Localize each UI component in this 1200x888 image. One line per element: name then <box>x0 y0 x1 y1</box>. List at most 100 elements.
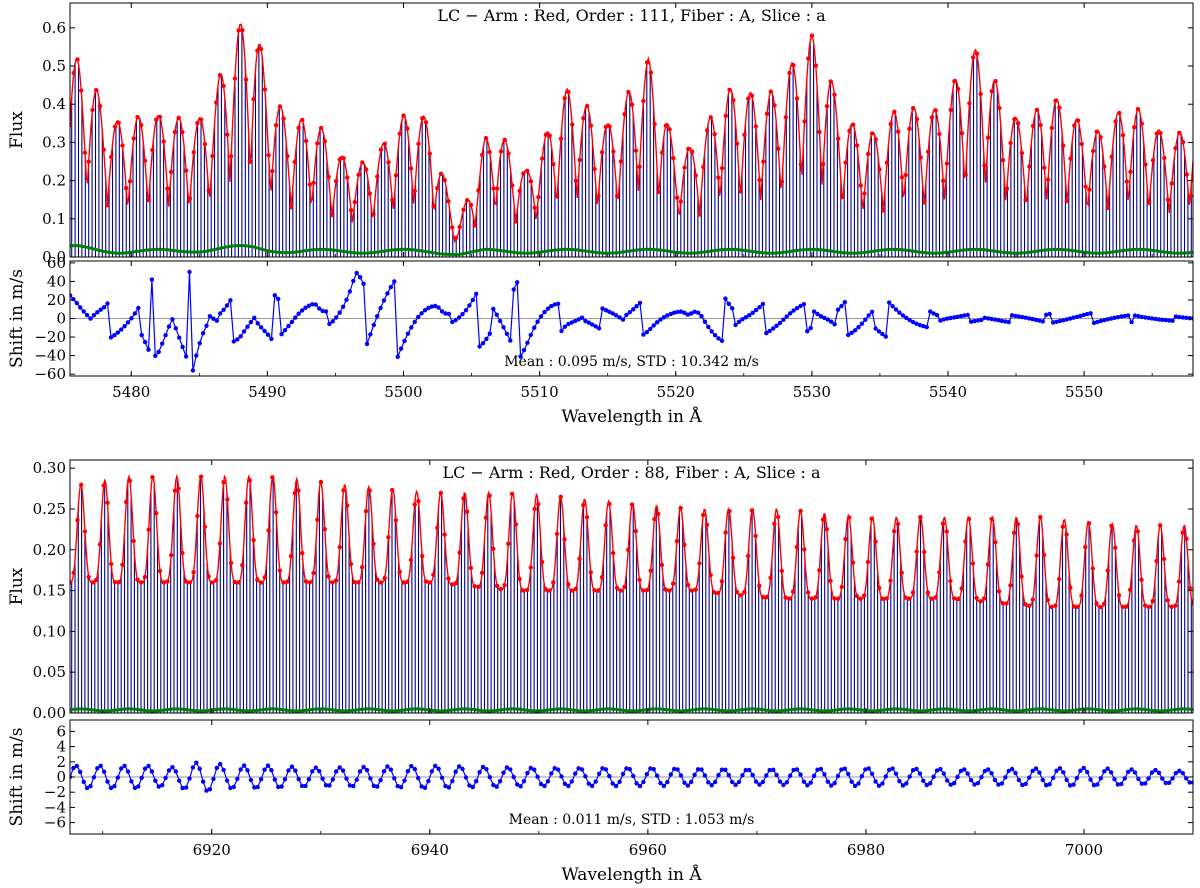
shift-point <box>805 329 810 334</box>
shift-point <box>532 325 537 330</box>
shift-point <box>846 771 851 777</box>
shift-point <box>866 313 871 318</box>
shift-point <box>1180 771 1186 776</box>
shift-point <box>562 324 568 329</box>
shift-point <box>661 315 667 320</box>
shift-point <box>504 765 510 770</box>
envelope-point <box>311 180 316 185</box>
envelope-point <box>506 541 511 546</box>
shift-point <box>811 773 817 778</box>
envelope-point <box>258 580 264 585</box>
envelope-point <box>1090 566 1096 571</box>
shift-point <box>1146 315 1151 321</box>
envelope-point <box>266 528 271 533</box>
shift-point <box>856 781 861 786</box>
envelope-point <box>1188 586 1193 591</box>
shift-point <box>385 764 390 769</box>
shift-point <box>600 306 605 311</box>
envelope-point <box>70 580 73 585</box>
shift-point <box>948 315 953 321</box>
x-axis-label: Wavelength in Å <box>561 406 702 427</box>
envelope-point <box>1083 184 1088 189</box>
envelope-point <box>139 580 144 585</box>
envelope-point <box>772 521 777 526</box>
envelope-point <box>423 120 429 125</box>
shift-point <box>105 779 110 784</box>
envelope-point <box>929 115 935 120</box>
envelope-point <box>701 164 706 170</box>
envelope-point <box>562 96 567 101</box>
shift-point <box>1112 777 1117 782</box>
envelope-point <box>607 124 612 129</box>
envelope-point <box>183 579 189 584</box>
shift-point <box>695 310 701 315</box>
shift-point <box>1105 317 1110 322</box>
shift-point <box>1102 317 1107 323</box>
shift-point <box>815 311 820 317</box>
envelope-point <box>1056 576 1062 582</box>
x-tick-label: 5540 <box>929 383 967 401</box>
shift-point <box>842 300 847 305</box>
envelope-point <box>393 518 399 523</box>
envelope-point <box>824 526 829 532</box>
envelope-point <box>839 194 845 200</box>
envelope-point <box>191 150 196 155</box>
shift-point <box>975 318 981 323</box>
shift-point <box>101 305 107 310</box>
shift-point <box>125 769 131 774</box>
envelope-point <box>727 87 732 93</box>
shift-point <box>1020 782 1025 788</box>
shift-point <box>586 320 591 325</box>
shift-point <box>170 765 175 770</box>
shift-point <box>245 768 250 773</box>
shift-plot-area <box>70 269 1193 373</box>
envelope-point <box>356 580 361 585</box>
envelope-point <box>776 146 781 151</box>
envelope-point <box>1184 536 1189 541</box>
envelope-point <box>1150 158 1156 163</box>
shift-point <box>204 788 209 793</box>
envelope-point <box>798 162 803 167</box>
shift-point <box>1125 313 1131 318</box>
envelope-point <box>90 580 95 585</box>
shift-point <box>538 781 544 787</box>
envelope-point <box>154 117 159 122</box>
envelope-point <box>674 195 680 200</box>
shift-point <box>1020 314 1025 320</box>
envelope-point <box>749 508 755 513</box>
shift-point <box>231 339 236 344</box>
envelope-point <box>213 578 219 583</box>
shift-point <box>777 779 783 784</box>
shift-point <box>1054 319 1059 324</box>
shift-point <box>709 329 714 334</box>
envelope-point <box>86 159 91 164</box>
shift-point <box>122 763 127 768</box>
shift-point <box>313 302 318 307</box>
envelope-point <box>813 595 818 600</box>
envelope-point <box>648 568 653 573</box>
shift-point <box>477 344 482 349</box>
y-tick-label: 40 <box>47 272 66 290</box>
envelope-point <box>378 147 384 152</box>
envelope-point <box>1027 164 1032 169</box>
envelope-point <box>686 146 691 152</box>
shift-point <box>279 784 284 789</box>
y-tick-label: 0.1 <box>42 210 66 228</box>
shift-point <box>112 333 117 338</box>
shift-point <box>1163 317 1168 323</box>
shift-point <box>289 319 295 325</box>
envelope-point <box>79 482 84 487</box>
shift-point <box>829 319 834 324</box>
envelope-point <box>693 173 698 178</box>
shift-point <box>624 766 629 771</box>
envelope-point <box>686 582 691 588</box>
envelope-point <box>161 580 166 585</box>
envelope-point <box>281 116 286 121</box>
shift-point <box>788 773 793 778</box>
shift-point <box>1047 311 1052 317</box>
envelope-point <box>1188 194 1193 199</box>
envelope-point <box>1053 98 1058 103</box>
envelope-point <box>461 496 466 501</box>
envelope-point <box>345 175 350 180</box>
shift-point <box>1153 316 1158 322</box>
